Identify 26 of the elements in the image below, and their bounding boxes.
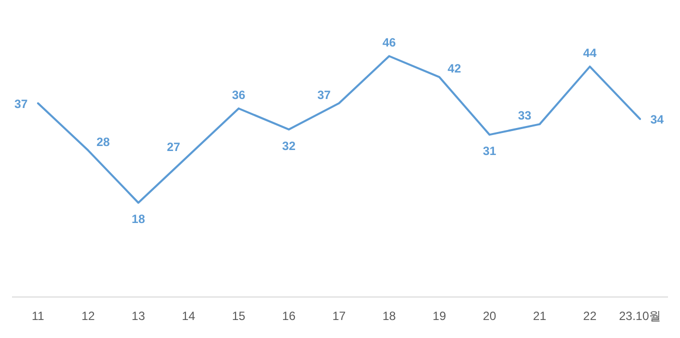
data-label: 18 [132,212,146,226]
data-label: 37 [317,88,331,102]
x-tick-label: 20 [482,309,496,323]
data-label: 46 [382,36,396,50]
x-tick-label: 19 [432,309,446,323]
x-tick-label: 11 [32,309,45,323]
data-label: 27 [166,140,180,154]
x-tick-label: 23.10월 [618,309,662,323]
x-tick-label: 15 [232,309,246,323]
x-tick-label: 18 [382,309,396,323]
data-label: 36 [232,88,246,102]
x-tick-label: 21 [532,309,547,323]
x-tick-label: 16 [282,309,296,323]
x-tick-label: 12 [81,309,96,323]
data-label: 28 [96,134,110,149]
data-label: 44 [583,46,597,60]
x-tick-label: 22 [583,309,597,323]
x-tick-label: 17 [332,309,346,323]
data-label: 42 [448,62,462,76]
data-label: 31 [482,144,496,158]
data-label: 37 [14,96,28,111]
data-label: 32 [282,138,296,153]
x-tick-label: 14 [182,309,196,323]
data-label: 34 [650,112,664,126]
x-tick-label: 13 [132,309,146,323]
data-label: 33 [518,108,532,123]
